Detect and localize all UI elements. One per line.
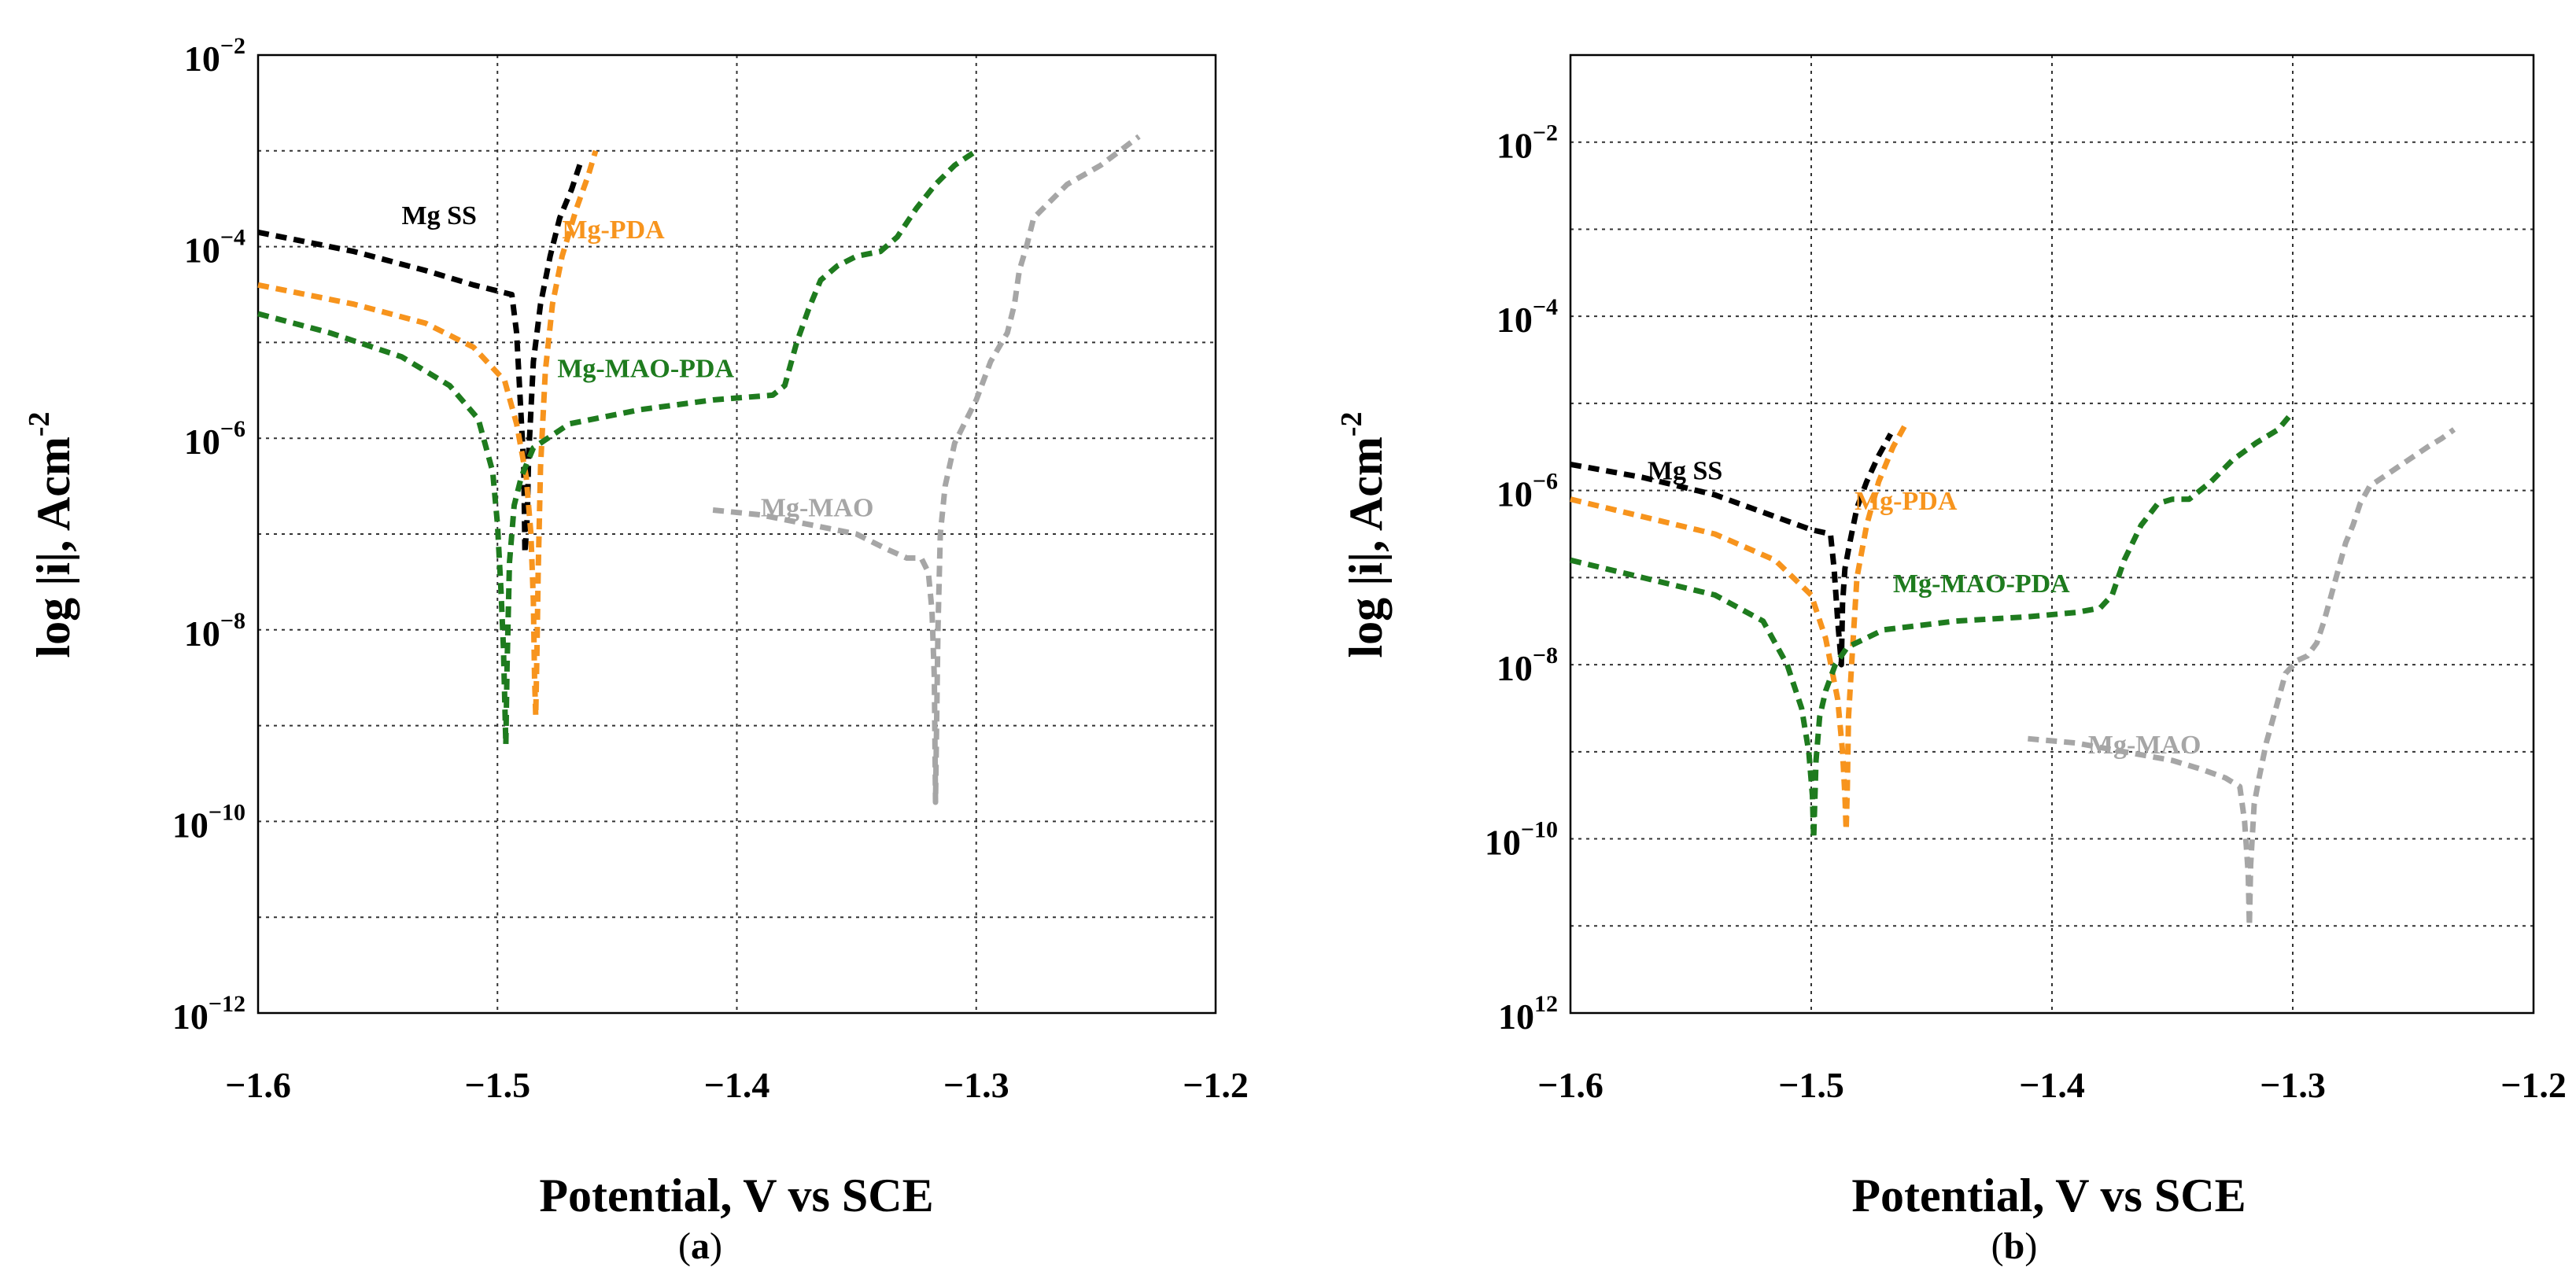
- y-tick-label: 10−8: [184, 608, 245, 654]
- series-label: Mg-MAO-PDA: [557, 355, 734, 384]
- y-tick-label: 10−6: [1497, 469, 1558, 514]
- series-line-mg-pda: [1570, 419, 1910, 833]
- series-group: Mg SS Mg-PDA Mg-MAO-PDA Mg-MAO: [1570, 410, 2456, 929]
- x-axis-title: Potential, V vs SCE: [1851, 1170, 2246, 1221]
- series-label: Mg SS: [1648, 456, 1722, 485]
- series-label: Mg-PDA: [562, 216, 665, 245]
- y-tick-label: 10−2: [184, 33, 245, 79]
- plot-frame: [256, 53, 1217, 1015]
- series-line-mg-mao: [712, 134, 1141, 805]
- series-label: Mg-MAO: [761, 493, 874, 522]
- y-axis-title: log |i|, Acm-2: [1335, 411, 1392, 658]
- y-tick-label: 10−4: [1497, 294, 1558, 340]
- series-label: Mg SS: [402, 201, 477, 230]
- y-axis-title: log |i|, Acm-2: [23, 411, 79, 658]
- series-line-mg-mao-pda: [1570, 410, 2295, 842]
- panel-a: Mg SS Mg-PDA Mg-MAO-PDA Mg-MAO −1.6 −1.5 −1.4 −…: [23, 33, 1249, 1267]
- x-tick-label: −1.2: [2500, 1065, 2567, 1105]
- x-tick-label: −1.4: [2019, 1065, 2085, 1105]
- y-tick-label: 10−2: [1497, 120, 1558, 166]
- x-tick-label: −1.4: [704, 1065, 770, 1105]
- panel-label: (b): [1991, 1225, 2038, 1267]
- series-label: Mg-PDA: [1854, 487, 1958, 516]
- x-tick-label: −1.3: [943, 1065, 1009, 1105]
- y-tick-label: 10−4: [184, 225, 245, 271]
- series-label: Mg-MAO: [2088, 731, 2201, 760]
- y-tick-label: 10−6: [184, 416, 245, 462]
- y-tick-label: 10−10: [172, 799, 245, 845]
- x-tick-label: −1.3: [2260, 1065, 2326, 1105]
- panel-label: (a): [678, 1225, 722, 1267]
- series-label: Mg-MAO-PDA: [1893, 569, 2070, 599]
- x-tick-label: −1.6: [1537, 1065, 1604, 1105]
- plot-frame: [1569, 53, 2535, 1015]
- series-line-mg-mao-pda: [257, 148, 978, 748]
- series-line-mg-ss: [1570, 433, 1894, 668]
- x-tick-label: −1.6: [225, 1065, 291, 1105]
- y-tick-label: 10−12: [172, 991, 245, 1037]
- y-tick-label: 1012: [1498, 991, 1558, 1037]
- x-tick-label: −1.5: [464, 1065, 530, 1105]
- series-line-mg-ss: [257, 159, 585, 556]
- y-tick-label: 10−10: [1485, 817, 1558, 863]
- series-group: Mg SS Mg-PDA Mg-MAO-PDA Mg-MAO: [257, 134, 1141, 805]
- x-axis-title: Potential, V vs SCE: [539, 1170, 933, 1221]
- series-line-mg-mao: [2028, 427, 2456, 929]
- panel-b: Mg SS Mg-PDA Mg-MAO-PDA Mg-MAO −1.6 −1.5 −1.4 −…: [1335, 53, 2567, 1267]
- y-tick-label: 10−8: [1497, 643, 1558, 688]
- x-tick-label: −1.2: [1183, 1065, 1249, 1105]
- x-tick-label: −1.5: [1778, 1065, 1844, 1105]
